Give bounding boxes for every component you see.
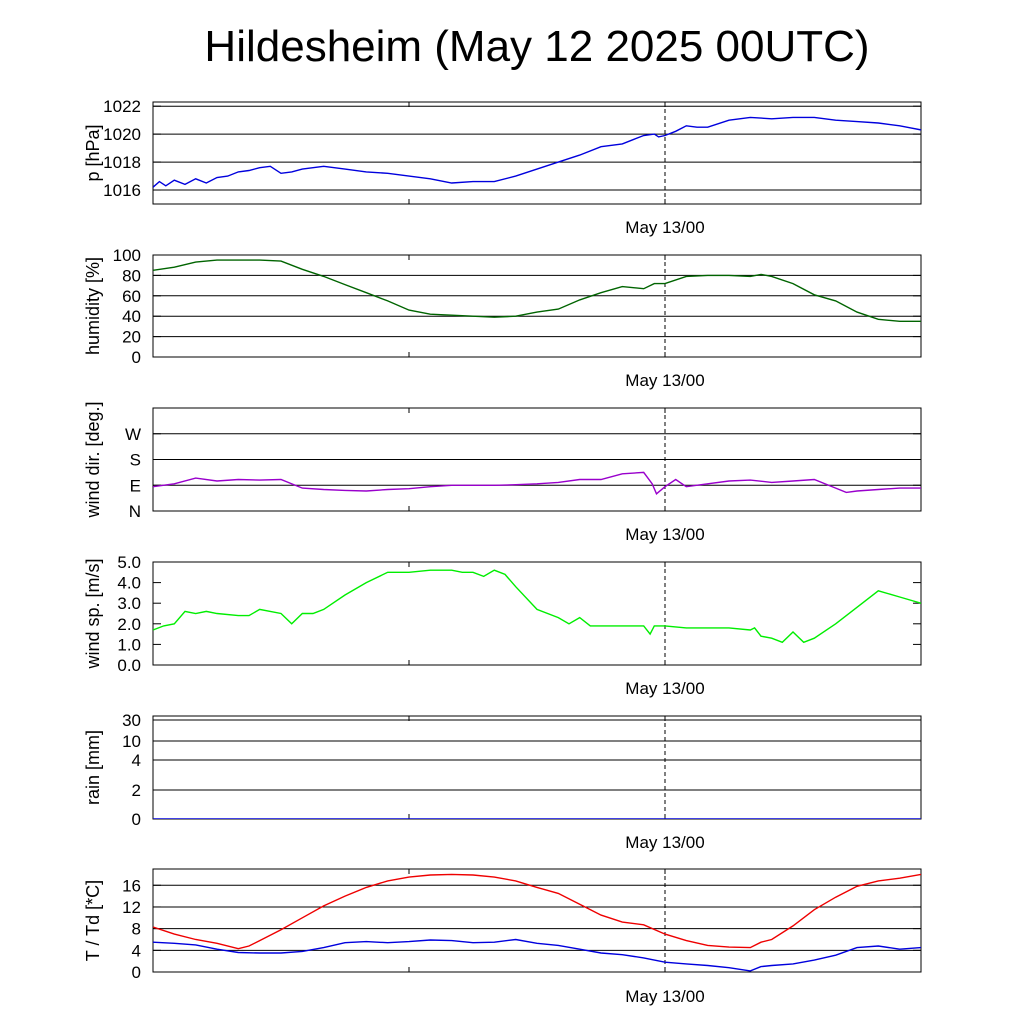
y-tick-label: 100 [113, 246, 141, 265]
y-tick-label: 12 [122, 898, 141, 917]
chart-title: Hildesheim (May 12 2025 00UTC) [204, 22, 870, 71]
series-line-1 [153, 259, 921, 322]
x-tick-label: May 13/00 [625, 218, 704, 237]
y-tick-label: 1022 [103, 97, 141, 116]
y-tick-label: 60 [122, 287, 141, 306]
y-axis-label: T / Td [*C] [83, 880, 103, 961]
plot-frame [152, 101, 922, 205]
y-tick-label: 10 [122, 732, 141, 751]
y-tick-label: 40 [122, 307, 141, 326]
y-axis-label: wind dir. [deg.] [83, 401, 103, 518]
y-tick-label: N [129, 502, 141, 521]
y-axis-label: humidity [%] [83, 257, 103, 355]
y-tick-label: 3.0 [117, 594, 141, 613]
y-tick-label: S [130, 451, 141, 470]
y-tick-label: 80 [122, 266, 141, 285]
plot-frame [152, 715, 922, 820]
series-line-1 [153, 471, 921, 495]
y-tick-label: 1.0 [117, 635, 141, 654]
x-tick-label: May 13/00 [625, 371, 704, 390]
series-line-2 [153, 938, 921, 972]
y-tick-label: 20 [122, 328, 141, 347]
y-tick-label: 4.0 [117, 574, 141, 593]
x-tick-label: May 13/00 [625, 525, 704, 544]
y-tick-label: 4 [132, 941, 141, 960]
y-tick-label: 30 [122, 711, 141, 730]
y-tick-label: E [130, 476, 141, 495]
y-axis-label: rain [mm] [83, 730, 103, 805]
y-tick-label: 0 [132, 963, 141, 982]
y-tick-label: 8 [132, 920, 141, 939]
y-tick-label: W [125, 425, 141, 444]
y-tick-label: 0 [132, 348, 141, 367]
y-tick-label: 5.0 [117, 553, 141, 572]
y-tick-label: 4 [132, 751, 141, 770]
y-tick-label: 1016 [103, 181, 141, 200]
plot-frame [152, 561, 922, 666]
y-tick-label: 2 [132, 781, 141, 800]
y-axis-label: p [hPa] [83, 124, 103, 181]
y-tick-label: 0 [132, 810, 141, 829]
y-tick-label: 1020 [103, 125, 141, 144]
x-tick-label: May 13/00 [625, 987, 704, 1006]
panel-4: 0.0 1.02.0 3.04.0 5.0 wind sp. [m/s] May 13/0… [83, 553, 922, 698]
panel-6: 0 4 8 12 16 T / Td [*C] May 13/00 [83, 868, 922, 1006]
plot-frame [152, 254, 922, 358]
series-line-1 [153, 873, 921, 950]
y-axis-label: wind sp. [m/s] [83, 558, 103, 669]
plot-frame [152, 868, 922, 973]
x-tick-label: May 13/00 [625, 679, 704, 698]
y-tick-label: 16 [122, 876, 141, 895]
panel-5: 0 2 410 30 rain [mm] May 13/00 [83, 711, 922, 852]
series-line-1 [153, 116, 921, 188]
series-line-1 [153, 569, 921, 644]
y-tick-label: 1018 [103, 153, 141, 172]
y-tick-label: 0.0 [117, 656, 141, 675]
y-tick-label: 2.0 [117, 615, 141, 634]
x-tick-label: May 13/00 [625, 833, 704, 852]
